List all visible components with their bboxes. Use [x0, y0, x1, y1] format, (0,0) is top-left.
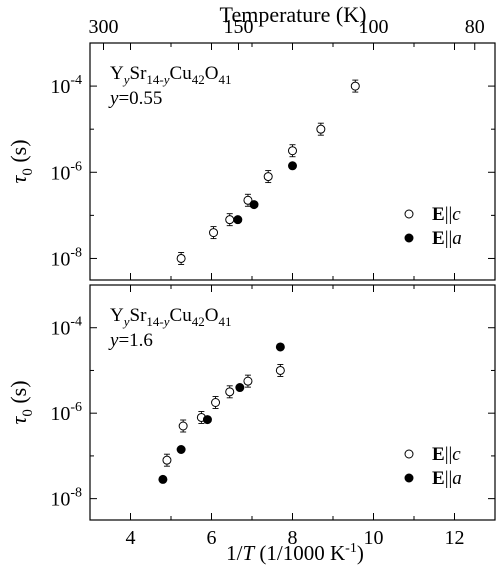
data-point-e-c — [243, 376, 253, 386]
top-axis-tick-label: 80 — [465, 16, 485, 38]
data-point-e-c — [209, 228, 219, 238]
data-point-e-c — [225, 215, 235, 225]
data-point-e-c — [178, 421, 188, 431]
data-point-e-c — [211, 398, 221, 407]
top-axis-tick-label: 300 — [89, 16, 119, 38]
legend-marker — [404, 473, 414, 483]
data-point-e-c — [263, 172, 273, 182]
y-tick-label: 10-6 — [50, 159, 82, 184]
y-tick-label: 10-4 — [50, 315, 82, 340]
param-annotation: y=0.55 — [108, 88, 162, 109]
top-axis-tick-label: 150 — [224, 16, 254, 38]
x-axis-title: 1/T (1/1000 K-1) — [226, 541, 364, 565]
data-point-e-a — [249, 200, 259, 210]
legend-label: E||c — [432, 444, 461, 465]
x-tick-label: 6 — [207, 527, 217, 549]
x-tick-label: 10 — [364, 527, 384, 549]
y-tick-label: 10-4 — [50, 73, 82, 98]
formula-annotation: YySr14-yCu42O41 — [110, 305, 231, 329]
data-point-e-c — [176, 253, 186, 263]
data-point-e-c — [275, 365, 285, 375]
bottom-panel: 10-8 10-6 10-4 4 6 8 10 12 τ0 (s) YySr14-yCu42O41… — [6, 284, 496, 549]
formula-annotation: YySr14-yCu42O41 — [110, 63, 231, 87]
data-point-e-c — [162, 455, 172, 465]
data-point-e-c — [243, 195, 253, 205]
legend-label: E||c — [432, 204, 461, 225]
y-axis-label: τ0 (s) — [6, 139, 36, 183]
y-axis-label: τ0 (s) — [6, 380, 36, 424]
x-tick-label: 8 — [288, 527, 298, 549]
data-point-e-c — [350, 81, 360, 91]
legend-marker — [404, 209, 414, 219]
data-point-e-c — [288, 146, 297, 156]
legend-marker — [404, 233, 414, 243]
data-point-e-a — [158, 474, 168, 484]
top-axis-tick-label: 100 — [359, 16, 389, 38]
data-point-e-a — [235, 383, 245, 393]
top-axis-title: Temperature (K) — [220, 2, 367, 27]
y-tick-label: 10-8 — [50, 245, 82, 270]
y-tick-label: 10-6 — [50, 400, 82, 425]
x-tick-label: 4 — [126, 527, 136, 549]
data-point-e-a — [275, 342, 285, 352]
x-tick-label: 12 — [445, 527, 465, 549]
legend-label: E||a — [432, 228, 462, 249]
top-axis-ticks: 300 150 100 80 — [89, 16, 485, 50]
data-point-e-a — [202, 415, 212, 425]
data-point-e-c — [225, 387, 235, 397]
legend-label: E||a — [432, 468, 462, 489]
y-tick-label: 10-8 — [50, 486, 82, 511]
data-point-e-a — [233, 215, 243, 225]
data-point-e-a — [176, 445, 186, 454]
data-point-e-c — [316, 124, 326, 134]
legend-marker — [404, 449, 414, 459]
param-annotation: y=1.6 — [108, 330, 153, 351]
data-point-e-a — [288, 161, 297, 171]
